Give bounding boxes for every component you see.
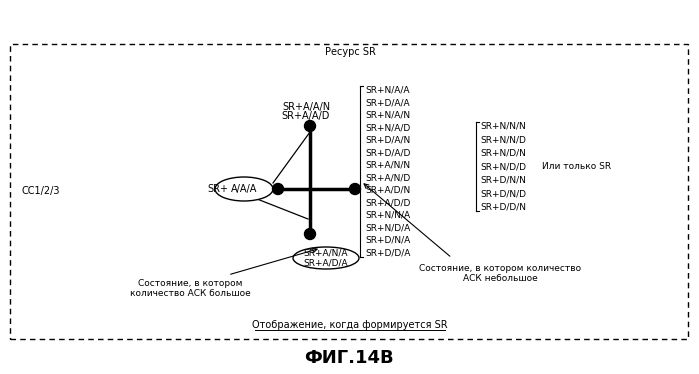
Ellipse shape <box>215 177 273 201</box>
Circle shape <box>350 184 361 194</box>
Text: SR+N/D/A: SR+N/D/A <box>365 223 410 232</box>
Text: SR+A/N/N: SR+A/N/N <box>365 160 410 169</box>
Text: SR+D/N/D: SR+D/N/D <box>480 189 526 198</box>
Ellipse shape <box>293 247 359 269</box>
Text: SR+N/A/N: SR+N/A/N <box>365 110 410 120</box>
Text: SR+D/D/A: SR+D/D/A <box>365 248 410 257</box>
Text: SR+: SR+ <box>207 184 228 194</box>
Text: SR+D/A/N: SR+D/A/N <box>365 135 410 144</box>
Circle shape <box>305 229 315 239</box>
Text: SR+A/N/D: SR+A/N/D <box>365 173 410 182</box>
Text: SR+A/A/N: SR+A/A/N <box>282 102 330 112</box>
Text: SR+N/D/N: SR+N/D/N <box>480 148 526 157</box>
Text: SR+N/D/D: SR+N/D/D <box>480 162 526 171</box>
Text: SR+D/D/N: SR+D/D/N <box>480 202 526 212</box>
Text: SR+A/D/N: SR+A/D/N <box>365 186 410 194</box>
Text: SR+A/D/A: SR+A/D/A <box>303 258 348 267</box>
Text: SR+N/N/A: SR+N/N/A <box>365 211 410 220</box>
Text: A/A/A: A/A/A <box>231 184 257 194</box>
Text: SR+D/N/A: SR+D/N/A <box>365 236 410 245</box>
Text: SR+N/N/D: SR+N/N/D <box>480 135 526 144</box>
Text: ФИГ.14В: ФИГ.14В <box>304 349 394 367</box>
Text: Отображение, когда формируется SR: Отображение, когда формируется SR <box>252 320 448 330</box>
Text: SR+D/N/N: SR+D/N/N <box>480 175 526 184</box>
Text: Состояние, в котором
количество АСК большое: Состояние, в котором количество АСК боль… <box>129 279 250 298</box>
Text: Ресурс SR: Ресурс SR <box>324 47 375 57</box>
Text: SR+N/A/D: SR+N/A/D <box>365 123 410 132</box>
Text: SR+D/A/D: SR+D/A/D <box>365 148 410 157</box>
Text: SR+A/A/D: SR+A/A/D <box>282 111 330 121</box>
Text: СС1/2/3: СС1/2/3 <box>22 186 61 196</box>
Text: SR+N/N/N: SR+N/N/N <box>480 122 526 131</box>
Text: Или только SR: Или только SR <box>542 162 611 171</box>
Bar <box>10 44 688 339</box>
Text: SR+D/A/A: SR+D/A/A <box>365 98 410 107</box>
Text: SR+A/D/D: SR+A/D/D <box>365 198 410 207</box>
Circle shape <box>305 120 315 132</box>
Circle shape <box>273 184 284 194</box>
Text: SR+A/N/A: SR+A/N/A <box>304 248 348 258</box>
Text: SR+N/A/A: SR+N/A/A <box>365 86 410 95</box>
Text: Состояние, в котором количество
АСК небольшое: Состояние, в котором количество АСК небо… <box>419 264 581 283</box>
